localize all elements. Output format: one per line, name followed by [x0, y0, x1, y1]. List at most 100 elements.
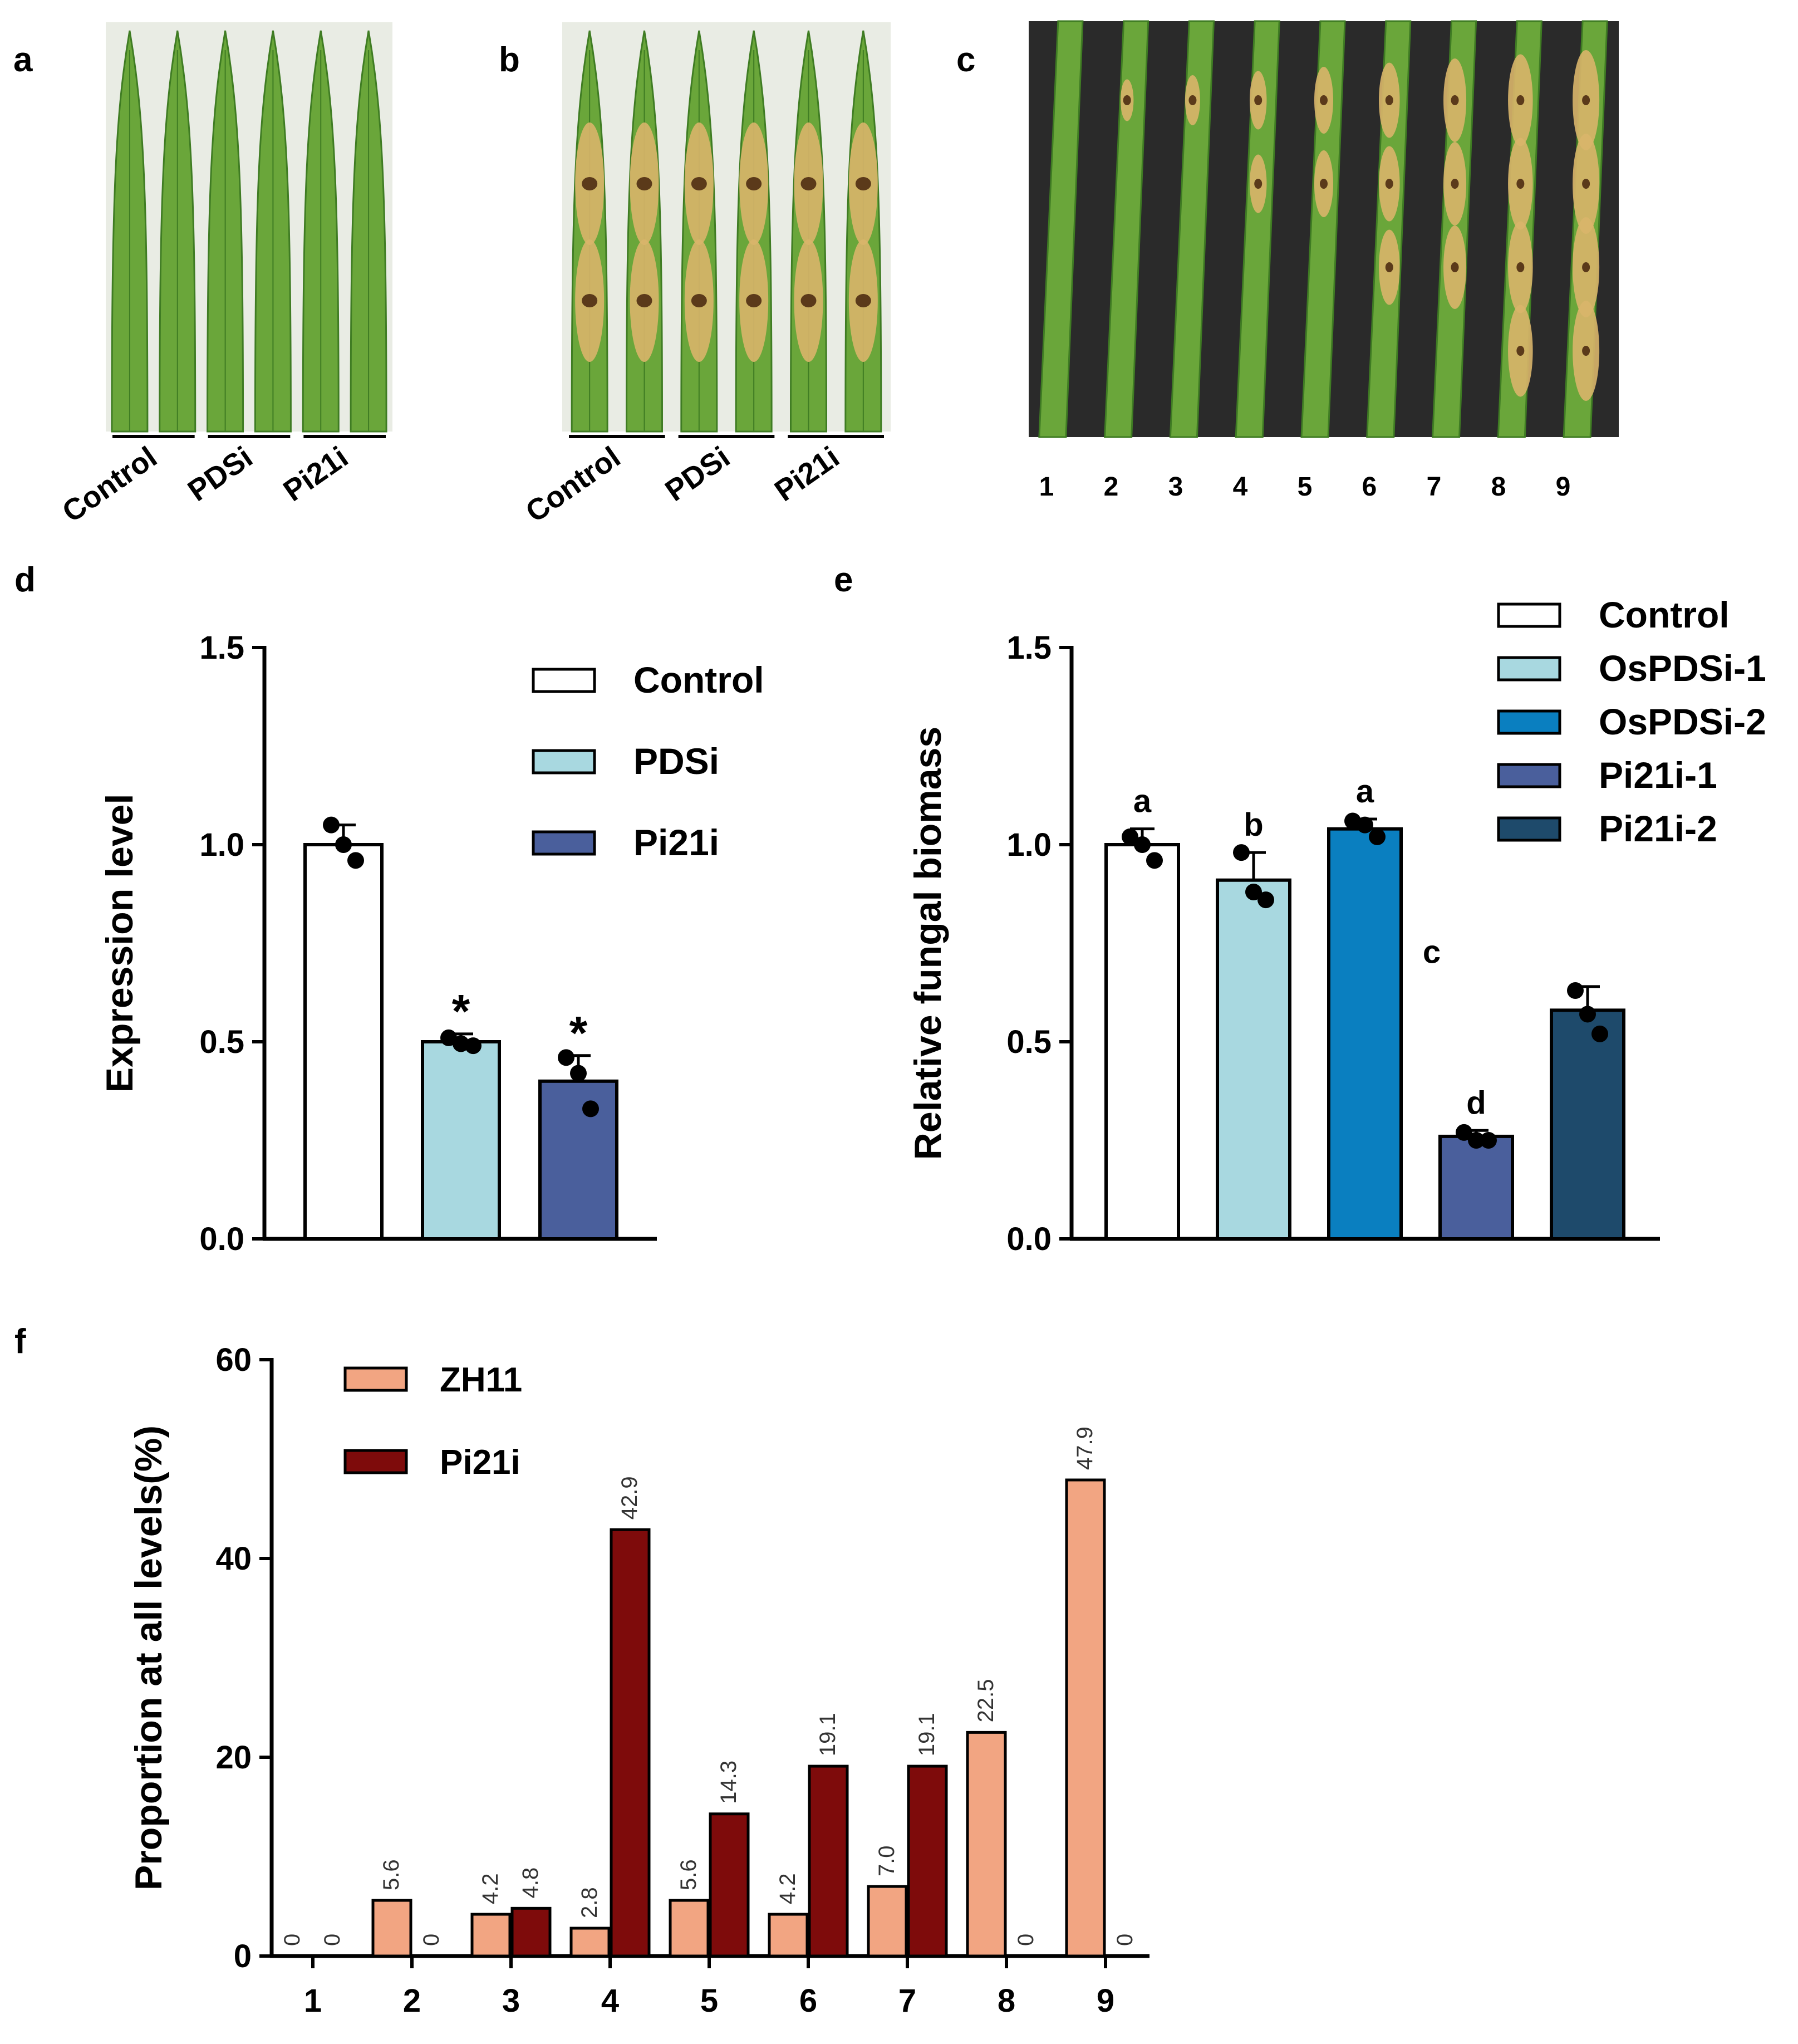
- y-tick-label: 60: [215, 1342, 252, 1378]
- group-label: Pi21i: [277, 440, 354, 508]
- data-point: [465, 1037, 482, 1055]
- data-label: 5.6: [379, 1859, 404, 1890]
- y-tick-label: 0.5: [1006, 1024, 1052, 1060]
- lesion-spot: [1254, 179, 1262, 189]
- lesion-spot: [1188, 95, 1197, 105]
- data-label: 4.8: [518, 1867, 543, 1899]
- data-point: [1257, 891, 1274, 909]
- y-tick-label: 1.0: [199, 827, 244, 863]
- data-point: [558, 1049, 574, 1066]
- data-label: 4.2: [478, 1873, 503, 1904]
- data-label: 0: [280, 1934, 304, 1946]
- data-point: [1456, 1124, 1472, 1141]
- panel-label-d: d: [14, 561, 36, 599]
- panel-e-chart: 0.0 0.5 1.0 1.5 Relative fungal biomass a b a d c…: [907, 594, 1766, 1257]
- leaf: [1235, 20, 1280, 438]
- panel-label-c: c: [956, 41, 975, 79]
- lesion-spot: [582, 177, 598, 190]
- bar: [1327, 827, 1403, 1241]
- x-tick-label: 9: [1097, 1983, 1114, 2019]
- scale-label: 4: [1233, 472, 1248, 502]
- scale-label: 5: [1298, 472, 1313, 502]
- bar: [1550, 1008, 1625, 1241]
- lesion-spot: [1451, 262, 1459, 272]
- y-tick-label: 1.5: [1006, 630, 1052, 666]
- bar: [808, 1764, 849, 1958]
- y-tick-label: 0.0: [199, 1221, 244, 1257]
- y-axis-label: Expression level: [99, 794, 141, 1093]
- lesion-spot: [1516, 346, 1525, 356]
- legend-label: OsPDSi-1: [1599, 648, 1766, 689]
- group-label: Control: [520, 440, 627, 529]
- bar: [867, 1885, 908, 1958]
- data-point: [1245, 883, 1262, 900]
- data-point: [1122, 828, 1138, 845]
- lesion-spot: [800, 177, 817, 190]
- data-point: [1480, 1132, 1497, 1149]
- leaf: [1038, 20, 1084, 438]
- data-point: [1567, 982, 1584, 999]
- leaf: [1169, 20, 1215, 438]
- data-label: 47.9: [1073, 1427, 1097, 1470]
- lesion-spot: [1516, 95, 1525, 105]
- data-label: 42.9: [617, 1476, 642, 1519]
- lesion-spot: [1451, 179, 1459, 189]
- bar: [709, 1812, 750, 1958]
- data-point: [323, 816, 340, 834]
- bar: [470, 1913, 512, 1958]
- legend-label: Control: [1599, 594, 1730, 635]
- legend-swatch: [1497, 709, 1561, 735]
- x-tick-label: 4: [601, 1983, 619, 2019]
- data-point: [1146, 852, 1163, 869]
- lesion-spot: [691, 177, 707, 190]
- y-tick-label: 0: [234, 1938, 252, 1974]
- lesion-spot: [855, 294, 871, 307]
- lesion-spot: [1582, 179, 1590, 189]
- group-label: Control: [56, 440, 163, 529]
- lesion-spot: [746, 294, 762, 307]
- lesion-spot: [1254, 95, 1262, 105]
- lesion-spot: [1320, 95, 1328, 105]
- legend-swatch: [532, 830, 596, 856]
- bar: [610, 1528, 651, 1958]
- legend-swatch: [532, 668, 596, 693]
- scale-label: 7: [1427, 472, 1442, 502]
- bar: [538, 1079, 618, 1241]
- panel-d-chart: 0.0 0.5 1.0 1.5 Expression level * * Control PDS…: [99, 630, 764, 1257]
- significance-label: b: [1244, 807, 1263, 843]
- group-label: PDSi: [182, 440, 259, 508]
- data-point: [1357, 816, 1373, 834]
- bar: [303, 843, 384, 1241]
- bar: [1065, 1478, 1106, 1958]
- data-point: [335, 836, 352, 853]
- significance-label: c: [1423, 934, 1441, 970]
- lesion-spot: [1123, 95, 1131, 105]
- data-point: [1579, 1006, 1596, 1023]
- bar: [907, 1764, 948, 1958]
- y-axis-label: Proportion at all levels(%): [127, 1425, 170, 1890]
- data-point: [1468, 1132, 1485, 1149]
- lesion-spot: [636, 294, 652, 307]
- scale-label: 3: [1168, 472, 1183, 502]
- bar: [569, 1927, 611, 1958]
- y-tick-label: 20: [215, 1739, 252, 1776]
- leaf: [1300, 20, 1346, 438]
- data-label: 0: [419, 1934, 444, 1946]
- significance-label: a: [1356, 773, 1374, 810]
- x-tick-label: 2: [403, 1983, 421, 2019]
- lesion-spot: [1385, 179, 1393, 189]
- panel-a-leaf-photo: Control PDSi Pi21i: [56, 22, 392, 529]
- legend-label: Control: [633, 659, 764, 700]
- legend-swatch: [343, 1366, 408, 1392]
- legend-label: Pi21i: [440, 1443, 520, 1482]
- lesion-spot: [1516, 179, 1525, 189]
- panel-label-f: f: [14, 1322, 26, 1361]
- x-tick-label: 6: [799, 1983, 817, 2019]
- data-label: 19.1: [816, 1713, 840, 1756]
- legend-swatch: [1497, 602, 1561, 628]
- lesion-spot: [800, 294, 817, 307]
- scale-label: 8: [1491, 472, 1506, 502]
- bar: [1216, 878, 1291, 1241]
